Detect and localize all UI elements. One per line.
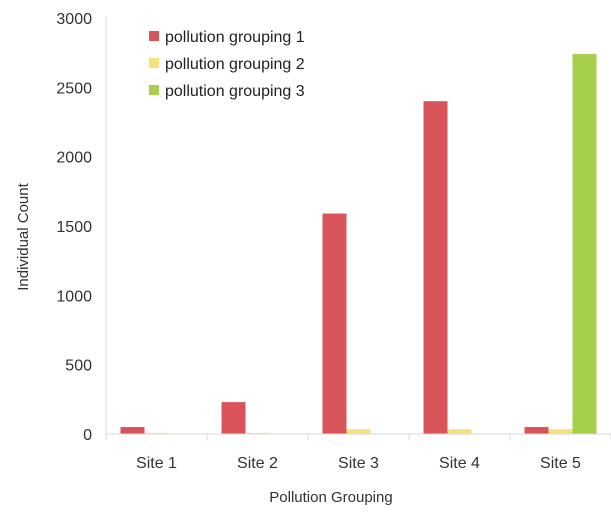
y-tick-label: 2500 bbox=[56, 80, 92, 97]
bar-3-site-5 bbox=[572, 54, 597, 434]
x-axis-ticks: Site 1 Site 2 Site 3 Site 4 Site 5 bbox=[105, 434, 611, 472]
y-tick-label: 3000 bbox=[56, 11, 92, 28]
bar-1-site-4 bbox=[423, 101, 448, 434]
y-tick-label: 2000 bbox=[56, 150, 92, 167]
bar-2-site-2 bbox=[245, 432, 270, 434]
x-tick-label: Site 3 bbox=[338, 455, 379, 472]
bar-2-site-1 bbox=[144, 432, 169, 434]
y-tick-label: 500 bbox=[65, 358, 92, 375]
x-tick-label: Site 2 bbox=[237, 455, 278, 472]
bar-1-site-1 bbox=[120, 427, 145, 434]
legend-label: pollution grouping 1 bbox=[165, 29, 305, 46]
legend-label: pollution grouping 2 bbox=[165, 56, 305, 73]
bar-1-site-2 bbox=[221, 402, 246, 434]
legend-label: pollution grouping 3 bbox=[165, 83, 305, 100]
legend-swatch bbox=[149, 58, 159, 68]
bar-2-site-5 bbox=[548, 429, 573, 434]
axes bbox=[105, 16, 611, 435]
x-tick-label: Site 5 bbox=[540, 455, 581, 472]
bar-2-site-4 bbox=[447, 429, 472, 434]
y-tick-label: 0 bbox=[83, 427, 92, 444]
legend: pollution grouping 1 pollution grouping 2… bbox=[149, 29, 305, 100]
legend-swatch bbox=[149, 31, 159, 41]
x-tick-label: Site 1 bbox=[136, 455, 177, 472]
bar-2-site-3 bbox=[346, 429, 371, 434]
x-axis-label: Pollution Grouping bbox=[269, 489, 392, 506]
bar-1-site-3 bbox=[322, 213, 347, 434]
legend-swatch bbox=[149, 85, 159, 95]
y-axis-label: Individual Count bbox=[15, 182, 32, 290]
y-tick-label: 1000 bbox=[56, 288, 92, 305]
x-tick-label: Site 4 bbox=[439, 455, 480, 472]
y-axis-ticks: 0 500 1000 1500 2000 2500 3000 bbox=[56, 11, 92, 444]
bars bbox=[120, 54, 597, 434]
bar-1-site-5 bbox=[524, 427, 549, 434]
y-tick-label: 1500 bbox=[56, 219, 92, 236]
